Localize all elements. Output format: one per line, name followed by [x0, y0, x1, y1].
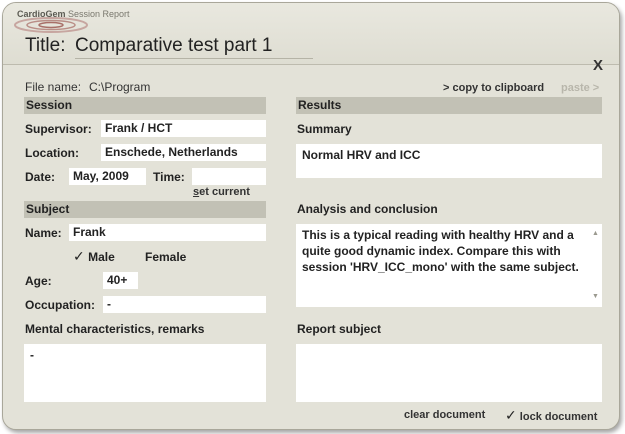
session-report-window: CardioGem Session Report Title: Comparat…	[2, 2, 620, 430]
date-field[interactable]: May, 2009	[69, 168, 146, 185]
name-label: Name:	[25, 226, 62, 240]
date-label: Date:	[25, 170, 56, 184]
analysis-text: This is a typical reading with healthy H…	[302, 228, 579, 274]
name-field[interactable]: Frank	[69, 224, 266, 241]
male-check-icon: ✓	[73, 248, 85, 264]
results-section-header: Results	[296, 97, 602, 114]
set-current-link[interactable]: set current	[193, 186, 250, 198]
occupation-label: Occupation:	[25, 298, 96, 312]
clear-document-link[interactable]: clear document	[404, 409, 486, 421]
close-button[interactable]: X	[592, 57, 603, 74]
mental-characteristics-textarea[interactable]: -	[24, 344, 266, 402]
report-subject-textarea[interactable]	[296, 344, 602, 402]
set-current-accel: s	[193, 186, 200, 198]
occupation-field[interactable]: -	[103, 296, 266, 313]
analysis-label: Analysis and conclusion	[297, 202, 438, 216]
time-field[interactable]	[192, 168, 266, 185]
report-subject-label: Report subject	[297, 322, 382, 336]
male-label: Male	[88, 250, 115, 264]
file-name-value: C:\Program	[89, 80, 151, 94]
mental-characteristics-label: Mental characteristics, remarks	[25, 322, 205, 336]
copy-to-clipboard-link[interactable]: > copy to clipboard	[443, 82, 545, 94]
set-current-text: et current	[199, 186, 250, 198]
brand-rest: Session Report	[65, 9, 130, 19]
app-brand: CardioGem Session Report	[17, 9, 130, 19]
location-label: Location:	[25, 146, 79, 160]
lock-check-icon: ✓	[505, 407, 517, 423]
age-label: Age:	[25, 274, 52, 288]
summary-label: Summary	[297, 122, 352, 136]
brand-main: CardioGem	[17, 9, 66, 19]
female-option[interactable]: Female	[145, 250, 187, 264]
paste-link[interactable]: paste >	[561, 82, 600, 94]
location-field[interactable]: Enschede, Netherlands	[101, 144, 266, 161]
supervisor-label: Supervisor:	[25, 122, 92, 136]
title-label: Title:	[25, 35, 66, 56]
scroll-down-icon[interactable]: ▼	[592, 293, 599, 300]
cardiogem-logo-icon	[14, 17, 88, 33]
supervisor-field[interactable]: Frank / HCT	[101, 120, 266, 137]
analysis-scrollbar[interactable]: ▲ ▼	[590, 224, 602, 307]
age-field[interactable]: 40+	[103, 272, 138, 289]
title-bar: CardioGem Session Report Title: Comparat…	[3, 3, 619, 65]
title-input[interactable]: Comparative test part 1	[75, 35, 313, 59]
file-name-label: File name:	[25, 80, 82, 94]
session-section-header: Session	[24, 97, 266, 114]
analysis-textarea[interactable]: This is a typical reading with healthy H…	[296, 224, 602, 307]
subject-section-header: Subject	[24, 201, 266, 218]
lock-document-toggle[interactable]: ✓ lock document	[505, 407, 597, 424]
summary-textarea[interactable]: Normal HRV and ICC	[296, 144, 602, 178]
time-label: Time:	[153, 170, 185, 184]
male-option[interactable]: ✓ Male	[73, 248, 115, 265]
lock-document-label: lock document	[519, 411, 598, 423]
scroll-up-icon[interactable]: ▲	[592, 230, 599, 237]
